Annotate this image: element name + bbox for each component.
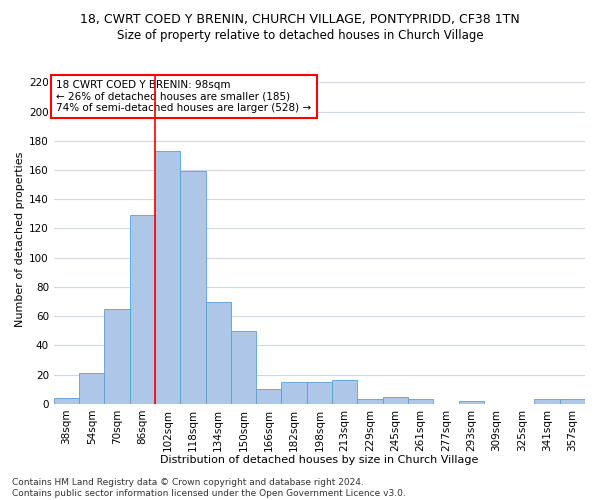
Bar [358, 400, 383, 404]
Bar [535, 400, 560, 404]
Bar [458, 401, 484, 404]
Text: Size of property relative to detached houses in Church Village: Size of property relative to detached ho… [116, 29, 484, 42]
Text: Contains HM Land Registry data © Crown copyright and database right 2024.
Contai: Contains HM Land Registry data © Crown c… [12, 478, 406, 498]
Bar [180, 172, 206, 404]
Text: 18, CWRT COED Y BRENIN, CHURCH VILLAGE, PONTYPRIDD, CF38 1TN: 18, CWRT COED Y BRENIN, CHURCH VILLAGE, … [80, 12, 520, 26]
Bar [256, 389, 281, 404]
Bar [408, 400, 433, 404]
Bar [560, 400, 585, 404]
Bar [104, 309, 130, 404]
Bar [79, 373, 104, 404]
Text: 18 CWRT COED Y BRENIN: 98sqm
← 26% of detached houses are smaller (185)
74% of s: 18 CWRT COED Y BRENIN: 98sqm ← 26% of de… [56, 80, 311, 113]
Bar [281, 382, 307, 404]
Bar [307, 382, 332, 404]
Bar [206, 302, 231, 404]
Bar [130, 216, 155, 404]
Bar [54, 398, 79, 404]
X-axis label: Distribution of detached houses by size in Church Village: Distribution of detached houses by size … [160, 455, 479, 465]
Bar [155, 151, 180, 404]
Bar [383, 396, 408, 404]
Bar [332, 380, 358, 404]
Y-axis label: Number of detached properties: Number of detached properties [15, 152, 25, 327]
Bar [231, 331, 256, 404]
